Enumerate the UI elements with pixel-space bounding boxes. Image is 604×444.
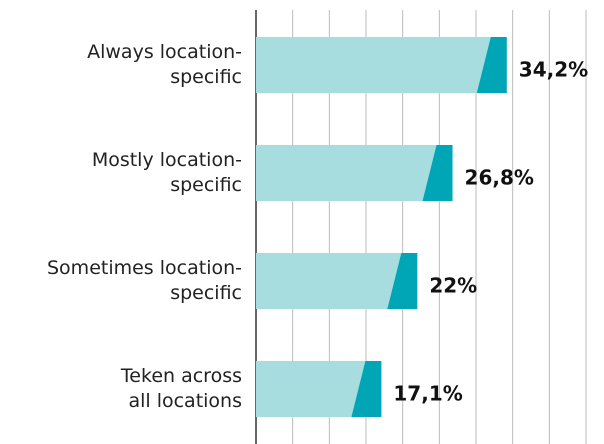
bar: [256, 37, 507, 93]
value-label: 34,2%: [519, 58, 588, 82]
bar-body: [256, 37, 491, 93]
value-label: 22%: [429, 274, 477, 298]
category-label: Teken across all locations: [120, 365, 242, 412]
bar-body: [256, 253, 402, 309]
bar: [256, 145, 453, 201]
bar-body: [256, 361, 366, 417]
bar: [256, 361, 382, 417]
category-label: Mostly location- specific: [91, 149, 242, 196]
bar: [256, 253, 418, 309]
value-label: 26,8%: [465, 166, 534, 190]
value-label: 17,1%: [393, 382, 462, 406]
category-label: Sometimes location- specific: [47, 257, 242, 304]
category-label: Always location- specific: [87, 41, 242, 88]
bar-body: [256, 145, 437, 201]
